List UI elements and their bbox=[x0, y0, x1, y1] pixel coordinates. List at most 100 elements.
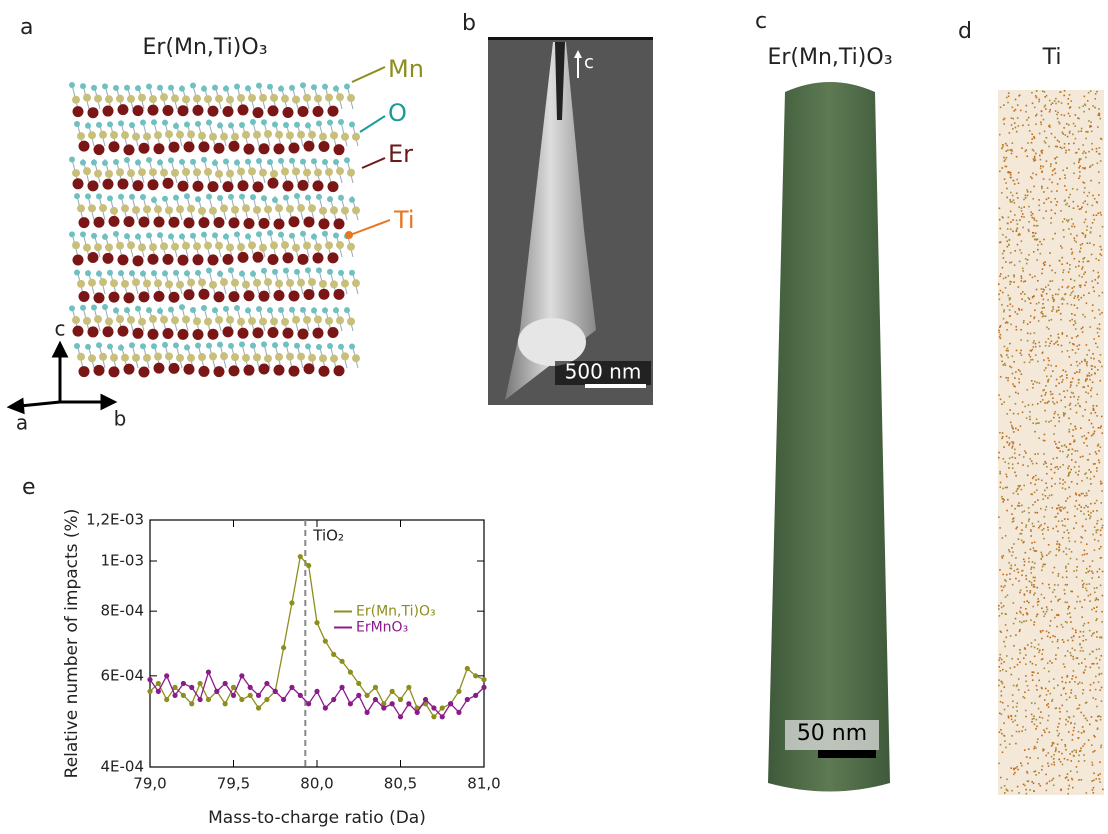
dot bbox=[1079, 601, 1081, 603]
dot bbox=[1032, 387, 1034, 389]
dot bbox=[1099, 118, 1101, 120]
dot bbox=[1067, 675, 1069, 677]
x-tick-label: 79,5 bbox=[217, 775, 250, 793]
dot bbox=[1046, 487, 1048, 489]
point bbox=[314, 689, 319, 694]
dot bbox=[1002, 144, 1004, 146]
dot bbox=[1058, 447, 1060, 449]
dot bbox=[1032, 103, 1034, 105]
y-tick-label: 6E-04 bbox=[100, 666, 144, 684]
dot bbox=[1076, 412, 1078, 414]
dot bbox=[1063, 127, 1065, 129]
dot bbox=[1065, 150, 1067, 152]
atom bbox=[338, 195, 344, 201]
dot bbox=[1091, 126, 1093, 128]
dot bbox=[1062, 464, 1064, 466]
dot bbox=[1042, 533, 1044, 535]
dot bbox=[1006, 329, 1008, 331]
atom bbox=[124, 85, 130, 91]
dot bbox=[1087, 571, 1089, 573]
dot bbox=[1038, 205, 1040, 207]
dot bbox=[1024, 450, 1026, 452]
dot bbox=[1057, 647, 1059, 649]
y-tick-label: 1E-03 bbox=[100, 551, 144, 569]
dot bbox=[1013, 431, 1015, 433]
atom bbox=[109, 292, 120, 303]
dot bbox=[1010, 221, 1012, 223]
dot bbox=[1015, 634, 1017, 636]
dot bbox=[1034, 431, 1036, 433]
point bbox=[289, 685, 294, 690]
point bbox=[356, 693, 361, 698]
dot bbox=[1065, 601, 1067, 603]
dot bbox=[1056, 466, 1058, 468]
dot bbox=[1074, 280, 1076, 282]
atom bbox=[344, 157, 350, 163]
dot bbox=[1069, 94, 1071, 96]
dot bbox=[1084, 103, 1086, 105]
atom bbox=[132, 278, 140, 286]
atom bbox=[319, 354, 327, 362]
dot bbox=[1074, 505, 1076, 507]
dot bbox=[1084, 257, 1086, 259]
dot bbox=[1058, 121, 1060, 123]
dot bbox=[1007, 705, 1009, 707]
point bbox=[264, 681, 269, 686]
atom bbox=[338, 270, 344, 276]
dot bbox=[1023, 320, 1025, 322]
dot bbox=[1013, 602, 1015, 604]
dot bbox=[1028, 354, 1030, 356]
atom bbox=[215, 242, 223, 250]
dot bbox=[1084, 599, 1086, 601]
dot bbox=[1011, 367, 1013, 369]
dot bbox=[1037, 422, 1039, 424]
dot bbox=[1082, 232, 1084, 234]
dot bbox=[1024, 749, 1026, 751]
atom bbox=[163, 254, 174, 265]
dot bbox=[1070, 617, 1072, 619]
dot bbox=[1066, 377, 1068, 379]
dot bbox=[1053, 754, 1055, 756]
dot bbox=[1060, 694, 1062, 696]
atom bbox=[160, 169, 168, 177]
dot bbox=[1074, 681, 1076, 683]
atom bbox=[195, 343, 201, 349]
dot bbox=[1001, 787, 1003, 789]
point bbox=[431, 705, 436, 710]
atom bbox=[105, 243, 113, 251]
dot bbox=[1083, 715, 1085, 717]
dot bbox=[1072, 787, 1074, 789]
dot bbox=[1043, 119, 1045, 121]
dot bbox=[1008, 549, 1010, 551]
dot bbox=[1025, 526, 1027, 528]
dot bbox=[1002, 537, 1004, 539]
atom bbox=[217, 195, 223, 201]
dot bbox=[1075, 677, 1077, 679]
atom bbox=[139, 366, 150, 377]
dot bbox=[1052, 699, 1054, 701]
dot bbox=[1068, 532, 1070, 534]
dot bbox=[1009, 281, 1011, 283]
dot bbox=[1072, 435, 1074, 437]
dot bbox=[1014, 202, 1016, 204]
atom bbox=[292, 167, 300, 175]
point bbox=[465, 697, 470, 702]
dot bbox=[1087, 195, 1089, 197]
dot bbox=[1078, 161, 1080, 163]
dot bbox=[1023, 564, 1025, 566]
atom bbox=[110, 279, 118, 287]
dot bbox=[1034, 580, 1036, 582]
dot bbox=[1032, 663, 1034, 665]
dot bbox=[1100, 655, 1102, 657]
dot bbox=[1100, 483, 1102, 485]
dot bbox=[1012, 551, 1014, 553]
dot bbox=[1086, 226, 1088, 228]
dot bbox=[1026, 105, 1028, 107]
dot bbox=[1061, 148, 1063, 150]
dot bbox=[1030, 302, 1032, 304]
atom bbox=[193, 242, 201, 250]
dot bbox=[1051, 191, 1053, 193]
atom bbox=[283, 328, 294, 339]
dot bbox=[1089, 600, 1091, 602]
dot bbox=[1011, 425, 1013, 427]
